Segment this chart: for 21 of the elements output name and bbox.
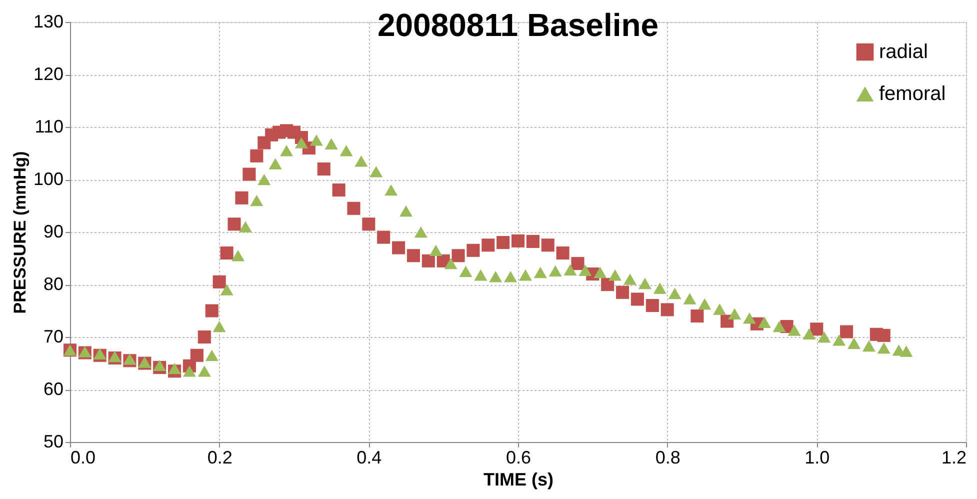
y-tick-label: 120 — [33, 64, 64, 84]
y-tick-label: 100 — [33, 169, 64, 189]
legend-label: femoral — [879, 83, 946, 105]
y-tick-label: 80 — [43, 274, 64, 294]
legend-label: radial — [879, 41, 928, 63]
x-tick-label: 0.0 — [70, 448, 96, 468]
y-tick-label: 130 — [33, 12, 64, 32]
x-tick-label: 1.2 — [941, 448, 966, 468]
x-tick-label: 1.0 — [804, 448, 830, 468]
x-tick-label: 0.2 — [207, 448, 232, 468]
y-tick-label: 50 — [43, 432, 64, 452]
y-tick-label: 90 — [43, 222, 64, 242]
x-tick-label: 0.6 — [506, 448, 532, 468]
chart-title: 20080811 Baseline — [377, 7, 659, 43]
y-tick-label: 110 — [34, 116, 64, 136]
y-tick-label: 60 — [43, 379, 64, 399]
x-tick-label: 0.4 — [356, 448, 382, 468]
y-tick-label: 70 — [43, 326, 64, 346]
x-tick-label: 0.8 — [655, 448, 680, 468]
x-axis-title: TIME (s) — [484, 470, 554, 490]
y-axis-title: PRESSURE (mmHg) — [10, 151, 30, 314]
